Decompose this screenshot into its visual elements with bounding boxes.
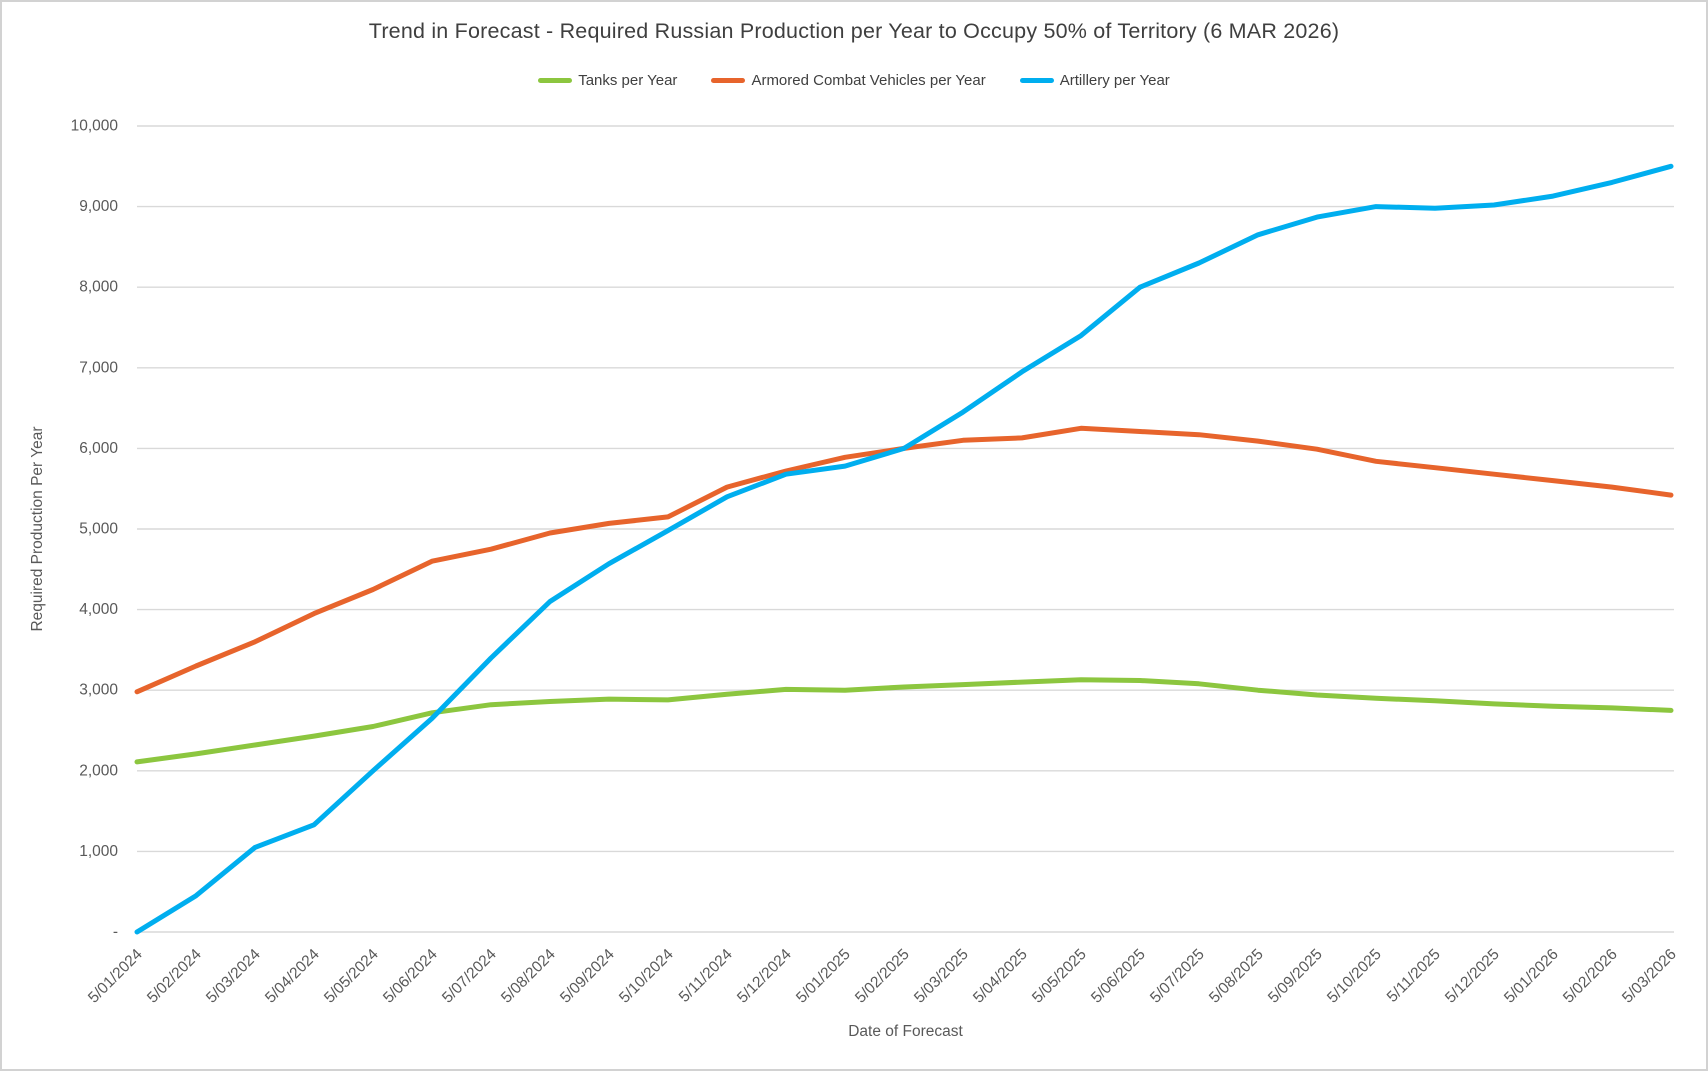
y-tick-label: 3,000	[79, 682, 118, 699]
x-tick-label: 5/11/2025	[1384, 946, 1444, 1006]
x-tick-label: 5/07/2024	[439, 946, 500, 1007]
x-tick-label: 5/11/2024	[676, 946, 736, 1006]
legend-label-tanks: Tanks per Year	[578, 72, 678, 89]
x-tick-label: 5/05/2025	[1029, 946, 1090, 1007]
y-axis-title: Required Production Per Year	[29, 426, 46, 631]
y-tick-label: 5,000	[79, 521, 118, 538]
y-tick-label: 8,000	[79, 279, 118, 296]
y-tick-label: 6,000	[79, 440, 118, 457]
legend-label-acv: Armored Combat Vehicles per Year	[751, 72, 986, 89]
x-tick-label: 5/08/2025	[1206, 946, 1267, 1007]
x-tick-label: 5/07/2025	[1147, 946, 1208, 1007]
chart-title: Trend in Forecast - Required Russian Pro…	[368, 19, 1340, 43]
x-axis-title: Date of Forecast	[848, 1023, 963, 1040]
y-tick-label: 7,000	[79, 359, 118, 376]
x-tick-label: 5/08/2024	[498, 946, 559, 1007]
acv-line-swatch	[711, 78, 746, 83]
y-tick-label: 2,000	[79, 762, 118, 779]
series-line-armored-combat-vehicles-per-year	[134, 425, 1674, 695]
legend-item-acv: Armored Combat Vehicles per Year	[711, 72, 986, 89]
legend-item-tanks: Tanks per Year	[538, 72, 677, 89]
x-tick-label: 5/02/2026	[1560, 946, 1621, 1007]
x-tick-label: 5/10/2025	[1324, 946, 1385, 1007]
y-tick-label: 1,000	[79, 843, 118, 860]
x-tick-label: 5/01/2025	[793, 946, 854, 1007]
x-tick-label: 5/10/2024	[616, 946, 677, 1007]
x-tick-label: 5/09/2024	[557, 946, 618, 1007]
x-tick-label: 5/04/2025	[970, 946, 1031, 1007]
x-tick-label: 5/03/2025	[911, 946, 972, 1007]
x-tick-label: 5/04/2024	[262, 946, 323, 1007]
y-tick-label: 10,000	[71, 118, 119, 135]
x-tick-label: 5/03/2024	[203, 946, 264, 1007]
legend-item-artillery: Artillery per Year	[1019, 72, 1170, 89]
x-tick-label: 5/06/2025	[1088, 946, 1149, 1007]
series-line-artillery-per-year	[134, 163, 1674, 935]
y-tick-label: -	[113, 924, 118, 941]
x-tick-label: 5/12/2024	[734, 946, 795, 1007]
legend-label-artillery: Artillery per Year	[1059, 72, 1170, 89]
legend: Tanks per Year Armored Combat Vehicles p…	[2, 72, 1706, 89]
x-tick-label: 5/01/2024	[85, 946, 146, 1007]
series-line-tanks-per-year	[134, 677, 1674, 765]
x-tick-label: 5/02/2025	[852, 946, 913, 1007]
x-tick-label: 5/06/2024	[380, 946, 441, 1007]
artillery-line-swatch	[1019, 78, 1054, 83]
y-tick-label: 9,000	[79, 198, 118, 215]
x-tick-label: 5/05/2024	[321, 946, 382, 1007]
x-tick-label: 5/12/2025	[1442, 946, 1503, 1007]
y-tick-label: 4,000	[79, 601, 118, 618]
x-tick-label: 5/02/2024	[144, 946, 205, 1007]
x-tick-label: 5/03/2026	[1619, 946, 1680, 1007]
x-tick-label: 5/09/2025	[1265, 946, 1326, 1007]
x-tick-label: 5/01/2026	[1501, 946, 1562, 1007]
tanks-line-swatch	[538, 78, 573, 83]
